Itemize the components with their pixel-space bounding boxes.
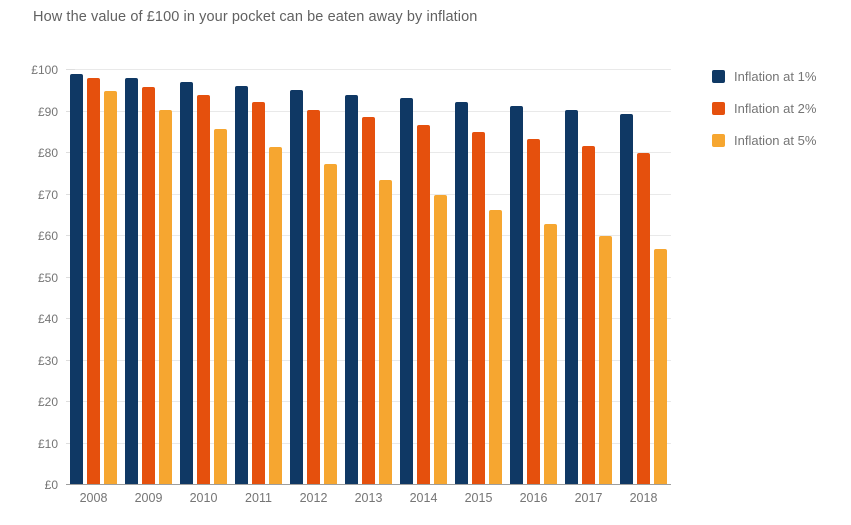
bar [252,102,265,485]
x-axis-label: 2011 [245,491,272,505]
bar-group-2013 [341,70,396,485]
bar-group-2017 [561,70,616,485]
bar [214,129,227,485]
y-axis-label: £90 [37,104,58,119]
x-axis-label: 2008 [79,491,108,505]
legend-item: Inflation at 1% [712,69,817,84]
bar [142,86,155,485]
bar [637,152,650,485]
bar [180,82,193,485]
bar-group-2016 [506,70,561,485]
legend-swatch [712,102,725,115]
y-axis-label: £20 [37,395,58,409]
legend-swatch [712,70,725,83]
x-axis-label: 2016 [519,491,548,505]
x-axis-label: 2012 [299,491,328,505]
bar [159,110,172,485]
bar [654,248,667,485]
bar [362,117,375,485]
bar [345,94,358,485]
x-axis-label: 2014 [409,491,438,505]
bar [235,86,248,485]
y-axis-label: £40 [37,312,58,326]
legend-label: Inflation at 2% [734,101,817,116]
y-axis-label: £60 [37,229,58,243]
bar [87,78,100,485]
bar [197,94,210,485]
bar [379,179,392,485]
bar [620,113,633,485]
bar [544,223,557,485]
bar-groups [66,70,671,485]
bar [455,101,468,485]
legend-item: Inflation at 5% [712,133,817,148]
bar [70,74,83,485]
y-axis-label: £100 [31,63,58,77]
bar [527,138,540,485]
bar [489,209,502,485]
bar [324,163,337,485]
y-axis-label: £50 [37,270,58,285]
legend: Inflation at 1% Inflation at 2% Inflation … [712,69,817,166]
bar [307,109,320,485]
bar [400,98,413,485]
y-axis-label: £10 [37,436,58,451]
x-axis-labels: 2008 2009 2010 2011 2012 2013 2014 2015 2016 2017… [66,491,671,505]
x-axis-label: 2010 [189,491,218,505]
legend-label: Inflation at 5% [734,133,817,148]
bar-group-2012 [286,70,341,485]
bar [599,236,612,485]
x-axis-label: 2018 [629,491,658,505]
bar [290,90,303,485]
bar-group-2014 [396,70,451,485]
bar [269,146,282,485]
y-axis-label: £80 [37,146,58,160]
y-axis-tick [66,69,75,70]
x-axis-label: 2009 [134,491,163,505]
gridline [66,69,671,70]
legend-swatch [712,134,725,147]
bar [510,105,523,485]
gridline [66,110,671,112]
y-axis-labels: £0 £10 £20 £30 £40 £50 £60 £70 £80 £90 £100 [0,63,58,492]
bar [434,195,447,485]
x-axis-label: 2015 [464,491,493,505]
x-axis-label: 2017 [574,491,603,505]
legend-label: Inflation at 1% [734,69,817,84]
x-axis-line [66,484,671,485]
bar-group-2015 [451,70,506,485]
bar-group-2010 [176,70,231,485]
bar-group-2011 [231,70,286,485]
bar [472,131,485,485]
y-axis-label: £70 [37,187,58,202]
y-axis-label: £30 [37,353,58,368]
legend-item: Inflation at 2% [712,101,817,116]
bar [565,109,578,485]
bar [104,90,117,485]
bar-group-2008 [66,70,121,485]
plot-area [66,69,671,485]
bar-group-2009 [121,70,176,485]
y-axis-label: £0 [44,478,58,492]
bar [125,78,138,485]
bar [582,145,595,485]
bar [417,124,430,485]
bar-group-2018 [616,70,671,485]
chart-title: How the value of £100 in your pocket can… [33,9,478,25]
x-axis-label: 2013 [354,491,383,505]
